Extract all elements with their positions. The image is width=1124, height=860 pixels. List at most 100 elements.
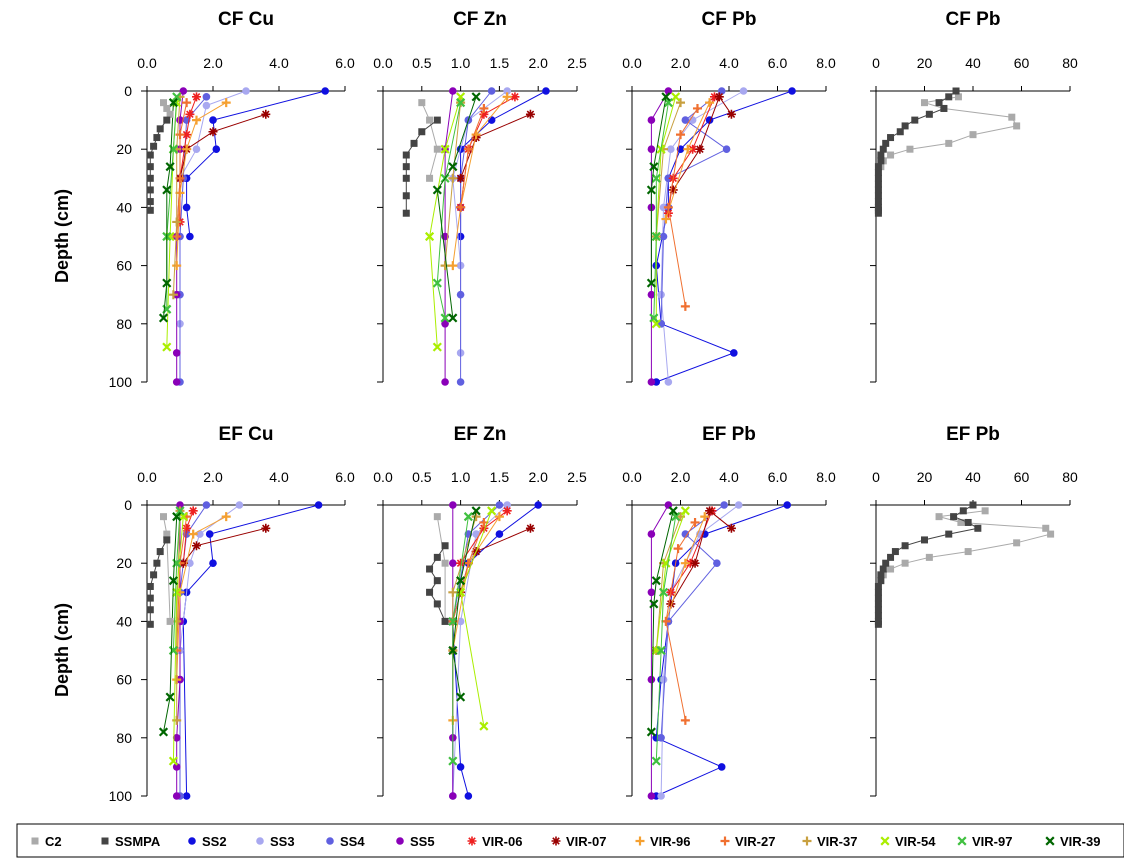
legend-item-vir-97: VIR-97: [957, 834, 1012, 849]
data-point: [692, 103, 702, 113]
legend-item-vir-37: VIR-37: [802, 834, 857, 849]
data-point: [783, 501, 791, 509]
x-tick-label: 0.0: [373, 469, 393, 485]
legend-marker: [31, 837, 39, 845]
data-point: [788, 87, 796, 95]
data-point: [874, 588, 882, 596]
x-tick-label: 0.0: [373, 55, 393, 71]
data-point: [314, 501, 323, 509]
panel-title: CF Pb: [702, 9, 757, 30]
data-point: [668, 185, 678, 195]
series-ss2: [449, 501, 542, 800]
data-point: [162, 185, 172, 195]
y-tick-label: 40: [116, 199, 132, 215]
legend-marker: [957, 836, 967, 846]
data-point: [168, 98, 178, 108]
data-point: [456, 173, 466, 183]
data-point: [402, 151, 410, 159]
x-tick-label: 2.5: [567, 469, 587, 485]
data-point: [464, 792, 473, 800]
data-point: [534, 501, 542, 509]
panel-title: EF Cu: [219, 424, 274, 445]
panel-title: CF Zn: [453, 9, 507, 30]
data-point: [441, 559, 449, 567]
data-point: [146, 198, 154, 206]
data-point: [647, 290, 656, 299]
data-point: [402, 209, 410, 217]
data-point: [146, 606, 154, 614]
data-point: [146, 620, 154, 628]
data-point: [874, 606, 882, 614]
data-point: [168, 576, 178, 586]
series-line: [421, 102, 438, 179]
data-point: [182, 523, 192, 533]
data-point: [680, 558, 690, 568]
data-point: [168, 290, 178, 300]
data-point: [165, 162, 175, 172]
data-point: [479, 103, 489, 113]
data-point: [896, 128, 904, 136]
data-point: [657, 792, 665, 800]
data-point: [433, 577, 441, 585]
panel-title: CF Pb: [946, 9, 1001, 30]
data-point: [681, 116, 690, 124]
data-point: [503, 501, 511, 509]
panel-title: CF Cu: [218, 9, 274, 30]
data-point: [172, 92, 182, 102]
series-ssmpa: [874, 501, 982, 628]
x-tick-label: 20: [917, 469, 933, 485]
data-point: [432, 185, 442, 195]
data-point: [202, 101, 211, 110]
data-point: [502, 506, 512, 516]
data-point: [726, 109, 736, 119]
data-point: [925, 110, 933, 118]
data-point: [887, 151, 895, 159]
data-point: [150, 571, 158, 579]
y-tick-label: 0: [124, 497, 132, 513]
data-point: [168, 756, 178, 766]
series-vir-06: [456, 506, 512, 568]
data-point: [658, 587, 669, 597]
data-point: [433, 553, 441, 561]
data-point: [471, 506, 481, 516]
legend-item-ss2: SS2: [188, 834, 227, 849]
legend-label: SS3: [270, 834, 295, 849]
y-tick-label: 60: [116, 672, 132, 688]
data-point: [874, 620, 882, 628]
data-point: [182, 130, 192, 140]
data-point: [681, 530, 690, 538]
data-point: [456, 378, 465, 386]
data-point: [945, 530, 953, 538]
data-point: [205, 530, 214, 538]
data-point: [935, 99, 943, 107]
data-point: [471, 512, 481, 522]
x-tick-label: 80: [1062, 55, 1078, 71]
data-point: [667, 145, 675, 153]
data-point: [472, 530, 480, 538]
data-point: [463, 144, 473, 154]
data-point: [887, 553, 895, 561]
data-point: [156, 548, 164, 556]
data-point: [690, 558, 700, 568]
data-point: [950, 513, 958, 521]
series-vir-27: [663, 103, 702, 311]
legend-item-ss5: SS5: [396, 834, 435, 849]
x-tick-label: 40: [965, 469, 981, 485]
data-point: [1042, 524, 1050, 532]
data-point: [172, 792, 181, 800]
data-point: [424, 231, 435, 242]
data-point: [456, 98, 466, 108]
data-point: [1013, 122, 1021, 130]
data-point: [456, 763, 465, 771]
data-point: [882, 139, 890, 147]
data-point: [432, 278, 442, 288]
data-point: [479, 523, 489, 533]
data-point: [671, 512, 681, 522]
series-line: [653, 102, 669, 319]
series-vir-96: [661, 98, 715, 224]
legend-marker: [802, 836, 812, 846]
data-point: [221, 98, 231, 108]
series-line: [650, 96, 667, 284]
series-vir-97: [432, 98, 466, 323]
